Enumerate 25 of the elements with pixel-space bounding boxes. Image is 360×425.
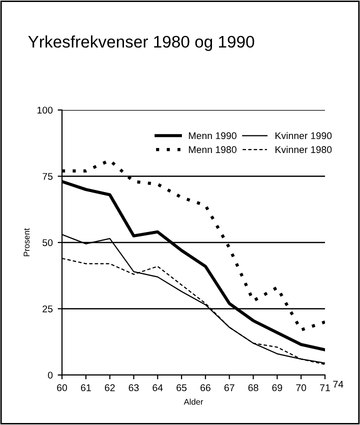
x-tick-label: 67 bbox=[224, 384, 234, 392]
chart-title: Yrkesfrekvenser 1980 og 1990 bbox=[28, 35, 254, 51]
y-tick-label: 25 bbox=[42, 305, 53, 312]
x-tick-label: 71 bbox=[320, 384, 330, 392]
x-tick-label: 64 bbox=[152, 384, 163, 392]
x-tick-label: 63 bbox=[128, 384, 139, 392]
x-tick-label: 65 bbox=[176, 384, 187, 392]
legend-label: Kvinner 1990 bbox=[276, 132, 332, 140]
x-tick-label: 61 bbox=[80, 384, 91, 392]
x-tick-label: 60 bbox=[57, 384, 68, 392]
x-tick-label: 68 bbox=[248, 384, 258, 392]
x-tick-label: 70 bbox=[296, 384, 306, 392]
y-tick-label: 50 bbox=[42, 239, 53, 246]
y-tick-label: 100 bbox=[37, 106, 53, 114]
text: 74 bbox=[333, 380, 344, 388]
x-tick-label: 62 bbox=[104, 384, 115, 392]
y-axis-title: Prosent bbox=[24, 228, 30, 256]
legend-label: Kvinner 1980 bbox=[276, 146, 332, 154]
legend-label: Menn 1990 bbox=[188, 132, 236, 140]
y-tick-label: 0 bbox=[48, 372, 53, 379]
legend-label: Menn 1980 bbox=[188, 146, 236, 154]
y-tick-label: 75 bbox=[42, 173, 53, 180]
x-tick-label: 66 bbox=[200, 384, 210, 392]
x-axis-title: Alder bbox=[184, 398, 204, 405]
x-tick-label: 69 bbox=[272, 384, 282, 392]
